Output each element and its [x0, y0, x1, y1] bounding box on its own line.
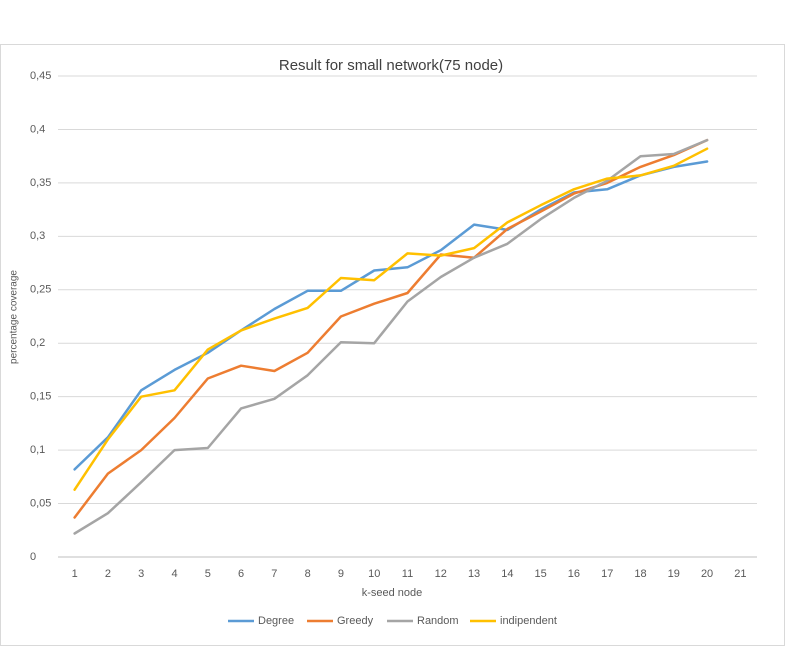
series-line [73, 138, 709, 535]
x-tick-label: 15 [535, 568, 547, 580]
x-tick-label: 7 [271, 568, 277, 580]
x-tick-label: 12 [435, 568, 447, 580]
x-axis-label: k-seed node [362, 587, 423, 599]
legend-label: Greedy [337, 615, 374, 627]
x-tick-label: 13 [468, 568, 480, 580]
y-axis-label: percentage coverage [9, 270, 20, 364]
y-tick-label: 0,35 [30, 177, 51, 189]
y-tick-label: 0,15 [30, 391, 51, 403]
x-tick-label: 10 [368, 568, 380, 580]
x-tick-label: 20 [701, 568, 713, 580]
y-tick-label: 0,4 [30, 123, 45, 135]
y-tick-label: 0,05 [30, 497, 51, 509]
y-tick-label: 0,3 [30, 230, 45, 242]
chart-frame [0, 44, 785, 646]
x-tick-label: 11 [402, 568, 413, 580]
x-tick-label: 9 [338, 568, 344, 580]
legend-label: Degree [258, 615, 294, 627]
series-line [73, 160, 709, 471]
series-line [73, 147, 709, 491]
x-tick-label: 4 [171, 568, 177, 580]
x-tick-label: 16 [568, 568, 580, 580]
legend-label: indipendent [500, 615, 557, 627]
x-tick-label: 1 [72, 568, 78, 580]
chart-title: Result for small network(75 node) [279, 57, 503, 74]
x-tick-label: 6 [238, 568, 244, 580]
x-tick-label: 5 [205, 568, 211, 580]
x-tick-label: 21 [734, 568, 746, 580]
y-tick-label: 0,25 [30, 284, 51, 296]
y-tick-label: 0,1 [30, 444, 45, 456]
y-tick-label: 0,45 [30, 70, 51, 82]
x-tick-label: 3 [138, 568, 144, 580]
x-tick-label: 17 [601, 568, 613, 580]
x-tick-label: 19 [668, 568, 680, 580]
x-tick-label: 2 [105, 568, 111, 580]
x-tick-label: 18 [634, 568, 646, 580]
y-tick-label: 0,2 [30, 337, 45, 349]
x-tick-label: 14 [501, 568, 513, 580]
legend-label: Random [417, 615, 459, 627]
x-tick-label: 8 [305, 568, 311, 580]
y-tick-label: 0 [30, 551, 36, 563]
